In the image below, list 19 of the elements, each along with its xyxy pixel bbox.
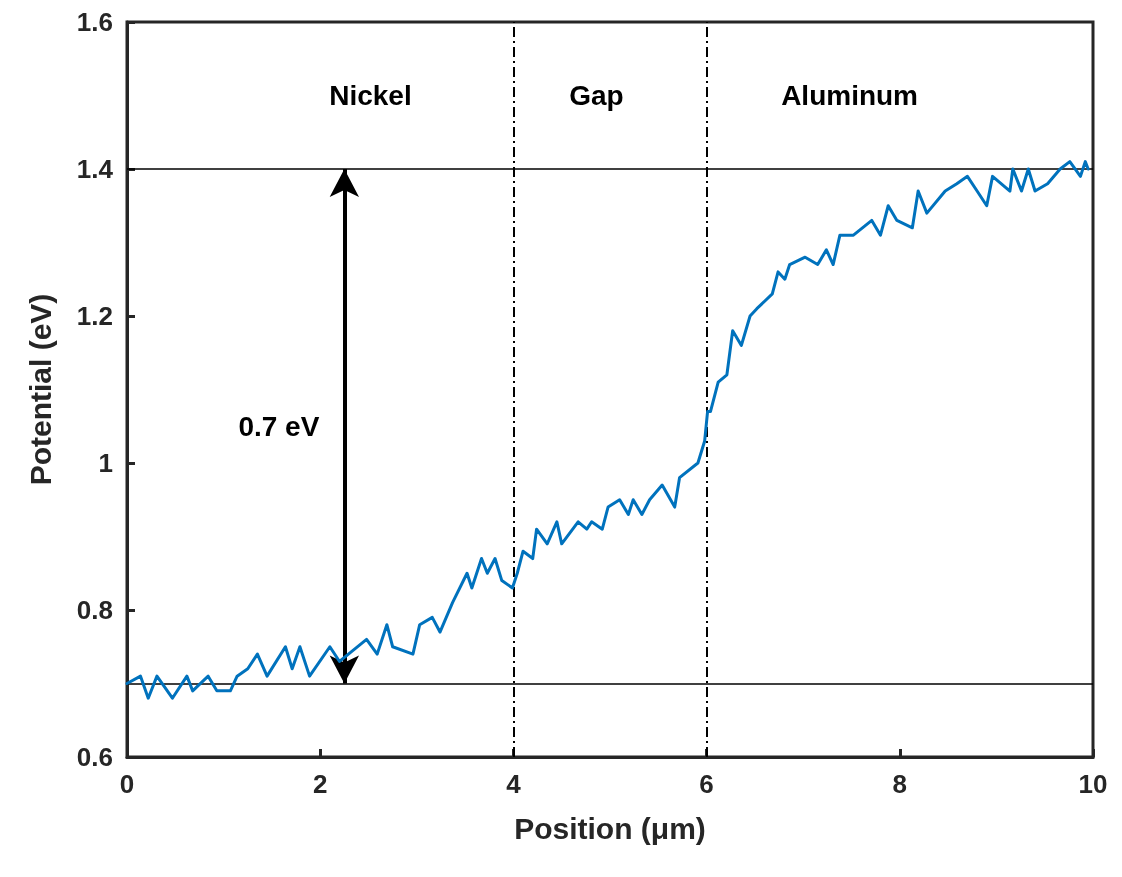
y-tick-label: 1.6 bbox=[76, 7, 113, 37]
annotation: Nickel bbox=[329, 80, 412, 111]
x-tick-label: 8 bbox=[892, 769, 908, 799]
x-tick-label: 0 bbox=[119, 769, 135, 799]
y-tick-label: 1 bbox=[98, 448, 113, 478]
x-tick-label: 10 bbox=[1078, 769, 1108, 799]
x-tick-label: 2 bbox=[312, 769, 328, 799]
annotation: 0.7 eV bbox=[238, 410, 320, 442]
annotation: Aluminum bbox=[781, 80, 919, 111]
y-tick-label: 0.6 bbox=[76, 742, 113, 772]
y-axis-title: Potential (eV) bbox=[23, 293, 57, 486]
annotation: Gap bbox=[569, 80, 624, 111]
x-axis-title: Position (μm) bbox=[514, 811, 706, 845]
line-series bbox=[125, 160, 1090, 700]
x-tick-label: 6 bbox=[699, 769, 714, 799]
y-tick-label: 0.8 bbox=[76, 595, 113, 625]
x-tick-label: 4 bbox=[506, 769, 522, 799]
y-tick-label: 1.2 bbox=[76, 301, 113, 331]
y-tick-label: 1.4 bbox=[76, 154, 114, 184]
